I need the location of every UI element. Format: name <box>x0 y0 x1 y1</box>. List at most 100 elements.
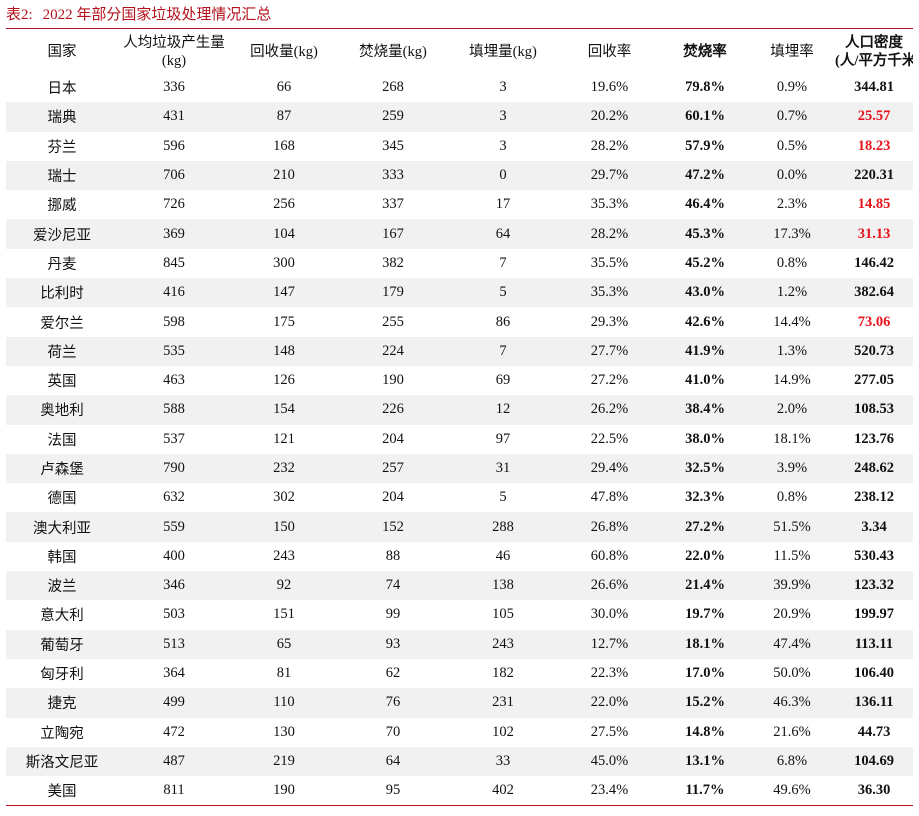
recycled-cell: 232 <box>273 460 295 476</box>
density-cell: 3.34 <box>861 518 887 535</box>
landfill-rate-cell: 1.2% <box>776 284 808 301</box>
header-country: 国家 <box>47 43 77 60</box>
incineration-rate-cell: 41.9% <box>685 342 725 359</box>
table-row: 荷兰 535 148 224 7 27.7% 41.9% 1.3% 520.73 <box>6 336 913 366</box>
density-cell: 18.23 <box>857 137 891 154</box>
incinerated-cell: 99 <box>385 606 401 623</box>
per-capita-cell: 431 <box>163 108 185 125</box>
landfill-rate-cell: 3.9% <box>776 460 808 476</box>
landfill-rate-cell: 0.7% <box>776 108 808 125</box>
recycle-rate-cell: 12.7% <box>590 635 629 652</box>
landfilled-cell: 97 <box>495 430 511 447</box>
recycle-rate-cell: 22.0% <box>590 694 629 711</box>
per-capita-cell: 845 <box>163 254 185 271</box>
table-row: 澳大利亚 559 150 152 288 26.8% 27.2% 51.5% 3.34 <box>6 512 913 542</box>
recycled-cell: 130 <box>273 723 295 740</box>
country-cell: 挪威 <box>47 198 77 215</box>
incinerated-cell: 382 <box>382 254 404 271</box>
incinerated-cell: 268 <box>382 79 404 96</box>
per-capita-cell: 596 <box>163 137 185 154</box>
recycle-rate-cell: 29.7% <box>590 167 629 184</box>
landfill-rate-cell: 17.3% <box>773 225 811 242</box>
recycled-cell: 256 <box>273 196 295 213</box>
density-cell: 25.57 <box>857 108 891 125</box>
landfilled-cell: 138 <box>492 577 514 594</box>
country-cell: 卢森堡 <box>40 462 84 478</box>
recycle-rate-cell: 28.2% <box>590 225 629 242</box>
landfill-rate-cell: 47.4% <box>773 635 811 652</box>
landfilled-cell: 7 <box>499 342 507 359</box>
country-cell: 芬兰 <box>47 139 77 156</box>
recycle-rate-cell: 30.0% <box>590 606 629 623</box>
country-cell: 立陶宛 <box>40 725 84 742</box>
per-capita-cell: 513 <box>163 635 185 652</box>
country-cell: 法国 <box>47 432 77 449</box>
incineration-rate-cell: 17.0% <box>685 665 725 682</box>
per-capita-cell: 632 <box>163 489 185 506</box>
landfill-rate-cell: 2.3% <box>776 196 808 213</box>
per-capita-cell: 503 <box>163 606 185 623</box>
density-cell: 113.11 <box>854 635 894 652</box>
incineration-rate-cell: 19.7% <box>685 606 725 623</box>
landfilled-cell: 31 <box>495 460 511 476</box>
density-cell: 220.31 <box>854 167 894 184</box>
landfill-rate-cell: 18.1% <box>773 430 811 447</box>
table-row: 波兰 346 92 74 138 26.6% 21.4% 39.9% 123.32 <box>6 571 913 601</box>
incinerated-cell: 93 <box>385 635 401 652</box>
recycle-rate-cell: 29.4% <box>590 460 629 476</box>
recycled-cell: 121 <box>273 430 295 447</box>
incinerated-cell: 88 <box>385 547 401 564</box>
country-cell: 英国 <box>47 374 77 391</box>
landfilled-cell: 105 <box>492 606 514 623</box>
recycled-cell: 65 <box>276 635 292 652</box>
recycled-cell: 302 <box>273 489 295 506</box>
recycle-rate-cell: 27.2% <box>590 372 629 389</box>
per-capita-cell: 369 <box>163 225 185 242</box>
recycled-cell: 110 <box>273 694 295 711</box>
landfilled-cell: 0 <box>499 167 507 184</box>
landfill-rate-cell: 2.0% <box>776 401 808 418</box>
incinerated-cell: 64 <box>385 752 401 769</box>
density-cell: 199.97 <box>854 606 894 623</box>
recycled-cell: 92 <box>276 577 292 594</box>
recycled-cell: 104 <box>273 225 295 242</box>
recycle-rate-cell: 23.4% <box>590 782 629 799</box>
recycle-rate-cell: 27.7% <box>590 342 629 359</box>
per-capita-cell: 598 <box>163 313 185 330</box>
caption-number: 表2: <box>6 7 33 23</box>
country-cell: 爱尔兰 <box>40 315 84 332</box>
landfilled-cell: 402 <box>492 782 514 799</box>
landfilled-cell: 17 <box>495 196 511 213</box>
recycled-cell: 126 <box>273 372 295 389</box>
incineration-rate-cell: 11.7% <box>685 782 725 799</box>
incineration-rate-cell: 38.4% <box>685 401 725 418</box>
incinerated-cell: 70 <box>385 723 401 740</box>
incineration-rate-cell: 13.1% <box>685 752 725 769</box>
country-cell: 捷克 <box>47 696 77 713</box>
incinerated-cell: 224 <box>382 342 404 359</box>
recycled-cell: 154 <box>273 401 295 418</box>
country-cell: 日本 <box>47 81 77 98</box>
recycle-rate-cell: 29.3% <box>590 313 629 330</box>
recycle-rate-cell: 19.6% <box>590 79 629 96</box>
landfilled-cell: 64 <box>495 225 511 242</box>
density-cell: 520.73 <box>854 342 894 359</box>
landfill-rate-cell: 50.0% <box>773 665 811 682</box>
table-row: 爱尔兰 598 175 255 86 29.3% 42.6% 14.4% 73.06 <box>6 307 913 336</box>
country-cell: 韩国 <box>47 549 77 566</box>
per-capita-cell: 559 <box>163 518 185 535</box>
recycle-rate-cell: 26.2% <box>590 401 629 418</box>
per-capita-cell: 336 <box>163 79 185 96</box>
incinerated-cell: 255 <box>382 313 404 330</box>
table-row: 比利时 416 147 179 5 35.3% 43.0% 1.2% 382.64 <box>6 278 913 308</box>
bottom-rule <box>6 805 913 806</box>
density-cell: 382.64 <box>854 284 894 301</box>
landfill-rate-cell: 0.9% <box>776 79 808 96</box>
incinerated-cell: 345 <box>382 137 404 154</box>
per-capita-cell: 706 <box>163 167 185 184</box>
incinerated-cell: 190 <box>382 372 404 389</box>
recycle-rate-cell: 35.3% <box>590 196 629 213</box>
landfilled-cell: 3 <box>499 79 507 96</box>
incinerated-cell: 337 <box>382 196 404 213</box>
recycled-cell: 190 <box>273 782 295 799</box>
